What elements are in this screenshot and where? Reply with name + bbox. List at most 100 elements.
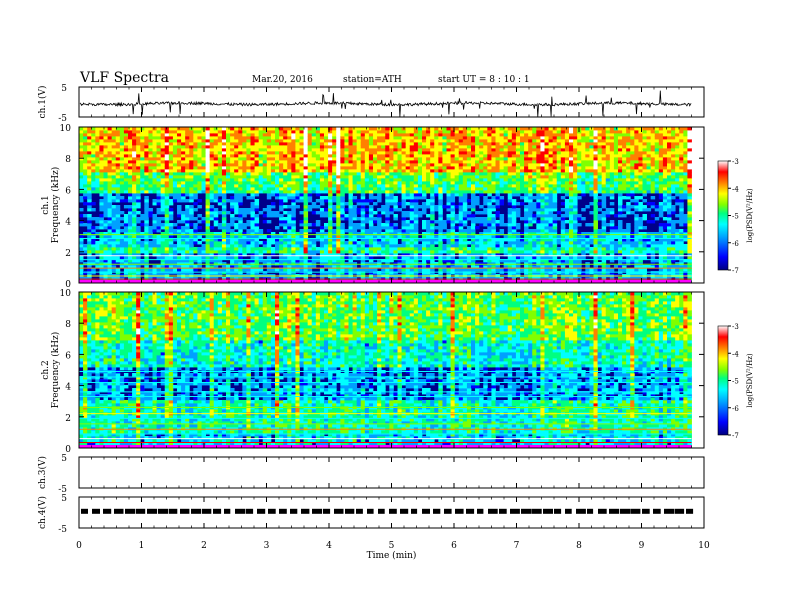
ch1-spectrogram-cell [172,133,178,137]
ch1-spectrogram-cell [409,196,415,200]
ch1-spectrogram-cell [246,271,251,275]
ch1-spectrogram-cell [307,184,313,188]
ch1-spectrogram-cell [172,223,178,227]
ch1-spectrogram-cell [160,223,166,227]
ch1-spectrogram-cell [442,226,447,230]
ch1-spectrogram-cell [340,175,345,179]
ch1-spectrogram-cell [287,229,292,233]
ch1-spectrogram-cell [266,136,272,140]
ch1-spectrogram-cell [205,154,211,158]
ch1-spectrogram-cell [99,238,104,242]
ch1-spectrogram-cell [511,181,517,185]
ch1-spectrogram-cell [368,142,374,146]
ch1-spectrogram-cell [136,166,141,170]
ch1-spectrogram-cell [507,175,513,179]
ch1-spectrogram-cell [495,160,500,164]
ch1-spectrogram-cell [299,157,304,161]
ch1-spectrogram-cell [426,145,431,149]
ch1-spectrogram-cell [91,181,96,185]
ch1-spectrogram-cell [328,271,333,275]
ch1-spectrogram-cell [413,208,419,212]
ch1-spectrogram-cell [364,130,370,134]
ch1-spectrogram-cell [275,190,280,194]
ch1-spectrogram-cell [454,241,460,245]
ch1-spectrogram-cell [144,217,149,221]
ch1-spectrogram-cell [487,172,492,176]
ch1-spectrogram-cell [483,154,488,158]
ch1-spectrogram-cell [422,172,427,176]
ch1-spectrogram-cell [466,190,472,194]
ch1-spectrogram-cell [430,226,435,230]
ch1-spectrogram-cell [144,208,149,212]
ch1-spectrogram-cell [495,196,500,200]
ch1-spectrogram-cell [254,184,260,188]
ch1-spectrogram-cell [466,211,472,215]
ch1-spectrogram-cell [434,187,439,191]
ch1-spectrogram-cell [364,265,370,269]
ch1-spectrogram-cell [185,181,190,185]
ch1-spectrogram-cell [91,250,96,254]
ch1-spectrogram-cell [417,148,423,152]
ch1-spectrogram-cell [246,268,251,272]
ch1-spectrogram-cell [119,130,125,134]
ch1-spectrogram-cell [156,190,162,194]
ch1-spectrogram-cell [283,259,288,263]
ch1-spectrogram-cell [381,166,386,170]
ch1-spectrogram-cell [487,157,492,161]
ch1-spectrogram-cell [458,241,464,245]
ch1-spectrogram-cell [307,199,313,203]
ch1-spectrogram-cell [381,205,386,209]
ch1-spectrogram-cell [132,223,137,227]
ch1-spectrogram-cell [450,178,456,182]
ch1-spectrogram-cell [450,175,456,179]
ch1-spectrogram-cell [160,199,166,203]
ch1-spectrogram-cell [181,235,186,239]
ch1-spectrogram-cell [315,184,321,188]
ch1-spectrogram-cell [136,199,141,203]
ch1-spectrogram-cell [344,127,349,131]
ch1-spectrogram-cell [430,247,435,251]
ch1-spectrogram-cell [422,238,427,242]
ch1-spectrogram-cell [368,139,374,143]
ch1-spectrogram-cell [499,163,505,167]
ch1-spectrogram-cell [299,253,304,257]
ch1-spectrogram-cell [189,181,194,185]
ch1-spectrogram-cell [128,235,133,239]
ch1-spectrogram-cell [238,136,243,140]
ch1-spectrogram-cell [95,178,100,182]
ch1-spectrogram-cell [446,172,451,176]
ch1-spectrogram-cell [352,241,358,245]
ch1-spectrogram-cell [140,190,145,194]
ch1-spectrogram-cell [128,250,133,254]
ch1-spectrogram-cell [140,178,145,182]
ch1-spectrogram-cell [205,205,211,209]
ch1-spectrogram-cell [503,247,509,251]
ch1-spectrogram-cell [373,184,378,188]
ch1-spectrogram-cell [230,250,235,254]
ch1-spectrogram-cell [324,172,329,176]
ch1-spectrogram-cell [393,253,398,257]
ch1-spectrogram-cell [360,184,366,188]
ch1-spectrogram-cell [250,169,255,173]
ch1-spectrogram-cell [230,130,235,134]
ch1-spectrogram-cell [307,136,313,140]
ch1-spectrogram-cell [250,196,255,200]
ch1-spectrogram-cell [283,175,288,179]
ch1-spectrogram-cell [266,265,272,269]
ch1-spectrogram-cell [107,157,113,161]
ch1-spectrogram-cell [299,265,304,269]
station-label: station=ATH [343,75,402,85]
ch1-spectrogram-cell [324,196,329,200]
ch1-spectrogram-cell [487,130,492,134]
ch1-spectrogram-cell [422,244,427,248]
ch1-spectrogram-cell [172,184,178,188]
ch1-spectrogram-cell [405,202,411,206]
ch1-spectrogram-cell [336,133,341,137]
ch1-spectrogram-cell [119,196,125,200]
ch1-spectrogram-cell [462,184,468,188]
ch1-spectrogram-cell [385,253,390,257]
ch1-spectrogram-cell [221,232,227,236]
ch1-spectrogram-cell [332,259,337,263]
ch1-spectrogram-cell [303,127,309,131]
ch1-spectrogram-cell [405,247,411,251]
